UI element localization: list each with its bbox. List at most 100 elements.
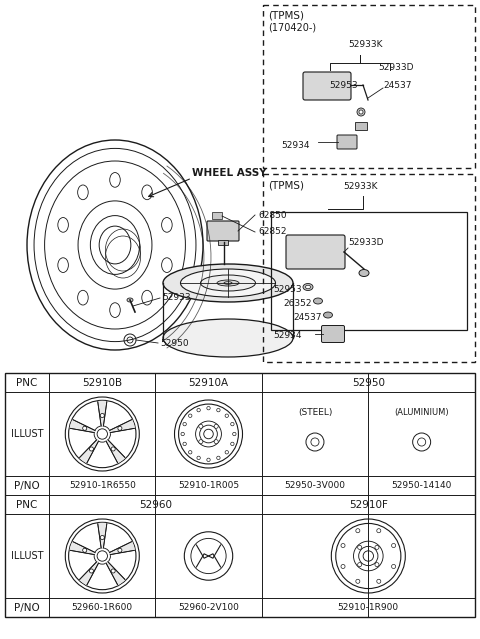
Text: 52934: 52934 bbox=[281, 141, 310, 150]
Circle shape bbox=[214, 440, 218, 443]
Bar bbox=[355, 122, 367, 130]
FancyBboxPatch shape bbox=[322, 325, 345, 343]
Ellipse shape bbox=[357, 108, 365, 116]
Text: 26352: 26352 bbox=[283, 300, 312, 309]
Ellipse shape bbox=[231, 422, 234, 426]
FancyBboxPatch shape bbox=[337, 135, 357, 149]
Text: 52933D: 52933D bbox=[378, 63, 413, 72]
Circle shape bbox=[89, 447, 94, 451]
FancyBboxPatch shape bbox=[303, 72, 351, 100]
Circle shape bbox=[341, 564, 345, 569]
Polygon shape bbox=[106, 440, 125, 463]
Ellipse shape bbox=[197, 456, 200, 459]
Text: ILLUST: ILLUST bbox=[11, 551, 43, 561]
Ellipse shape bbox=[78, 185, 88, 199]
Text: PNC: PNC bbox=[16, 378, 38, 387]
Text: 52933K: 52933K bbox=[343, 182, 377, 191]
Ellipse shape bbox=[180, 269, 276, 297]
Circle shape bbox=[100, 535, 104, 539]
Ellipse shape bbox=[305, 285, 311, 289]
Text: (170420-): (170420-) bbox=[268, 23, 316, 33]
Ellipse shape bbox=[78, 290, 88, 305]
Ellipse shape bbox=[58, 258, 68, 272]
Circle shape bbox=[214, 424, 218, 428]
Ellipse shape bbox=[303, 284, 313, 291]
Text: 52910F: 52910F bbox=[349, 500, 388, 509]
Circle shape bbox=[111, 447, 115, 451]
Circle shape bbox=[358, 545, 362, 550]
Ellipse shape bbox=[233, 433, 236, 436]
FancyBboxPatch shape bbox=[207, 221, 239, 241]
Circle shape bbox=[392, 564, 396, 569]
FancyBboxPatch shape bbox=[286, 235, 345, 269]
Ellipse shape bbox=[359, 270, 369, 277]
Ellipse shape bbox=[225, 414, 228, 417]
Bar bbox=[263, 5, 475, 168]
Polygon shape bbox=[106, 562, 125, 585]
Circle shape bbox=[341, 544, 345, 548]
Text: 52950: 52950 bbox=[352, 378, 385, 387]
Polygon shape bbox=[98, 401, 107, 426]
Ellipse shape bbox=[162, 217, 172, 232]
Text: 52950-3V000: 52950-3V000 bbox=[285, 481, 346, 490]
Text: P/NO: P/NO bbox=[14, 481, 40, 491]
Text: 52910A: 52910A bbox=[189, 378, 228, 387]
Polygon shape bbox=[70, 420, 95, 433]
Circle shape bbox=[392, 544, 396, 548]
Ellipse shape bbox=[58, 217, 68, 232]
Circle shape bbox=[199, 424, 203, 428]
Polygon shape bbox=[70, 542, 95, 555]
Text: 52953: 52953 bbox=[329, 81, 358, 90]
Text: 52933K: 52933K bbox=[348, 40, 383, 49]
Circle shape bbox=[375, 562, 379, 567]
Text: (TPMS): (TPMS) bbox=[268, 181, 304, 191]
Polygon shape bbox=[80, 440, 98, 463]
Text: 62852: 62852 bbox=[258, 227, 287, 236]
Text: 52953: 52953 bbox=[273, 284, 301, 293]
Text: 52933D: 52933D bbox=[348, 238, 384, 247]
Circle shape bbox=[100, 413, 104, 417]
Text: PNC: PNC bbox=[16, 500, 38, 509]
Ellipse shape bbox=[162, 258, 172, 272]
Text: 52910-1R005: 52910-1R005 bbox=[178, 481, 239, 490]
Bar bbox=[271, 212, 467, 330]
Ellipse shape bbox=[142, 290, 152, 305]
Polygon shape bbox=[98, 523, 107, 548]
Ellipse shape bbox=[181, 433, 184, 436]
Circle shape bbox=[83, 426, 87, 430]
Circle shape bbox=[199, 440, 203, 443]
Ellipse shape bbox=[183, 422, 186, 426]
Circle shape bbox=[377, 528, 381, 533]
Ellipse shape bbox=[217, 280, 239, 286]
Ellipse shape bbox=[163, 319, 293, 357]
Circle shape bbox=[375, 545, 379, 550]
Ellipse shape bbox=[224, 282, 232, 284]
Circle shape bbox=[356, 528, 360, 533]
Ellipse shape bbox=[359, 110, 363, 114]
Circle shape bbox=[377, 580, 381, 583]
Text: 24537: 24537 bbox=[383, 81, 411, 90]
Text: 52910-1R900: 52910-1R900 bbox=[338, 603, 399, 612]
Text: 52960: 52960 bbox=[139, 500, 172, 509]
Ellipse shape bbox=[324, 312, 333, 318]
Bar bbox=[218, 240, 228, 245]
Circle shape bbox=[89, 569, 94, 573]
Text: 52933: 52933 bbox=[162, 293, 191, 302]
Text: 52910-1R6550: 52910-1R6550 bbox=[69, 481, 136, 490]
Text: (STEEL): (STEEL) bbox=[298, 408, 332, 417]
Polygon shape bbox=[109, 420, 134, 433]
Bar bbox=[263, 174, 475, 362]
Ellipse shape bbox=[231, 442, 234, 445]
Text: 52960-2V100: 52960-2V100 bbox=[178, 603, 239, 612]
Ellipse shape bbox=[225, 450, 228, 454]
Text: 52960-1R600: 52960-1R600 bbox=[72, 603, 133, 612]
Ellipse shape bbox=[201, 275, 255, 291]
Polygon shape bbox=[109, 542, 134, 555]
Ellipse shape bbox=[197, 408, 200, 412]
Circle shape bbox=[356, 580, 360, 583]
Polygon shape bbox=[80, 562, 98, 585]
Circle shape bbox=[83, 548, 87, 552]
Text: ILLUST: ILLUST bbox=[11, 429, 43, 439]
Text: 24537: 24537 bbox=[293, 314, 322, 323]
Ellipse shape bbox=[110, 173, 120, 187]
